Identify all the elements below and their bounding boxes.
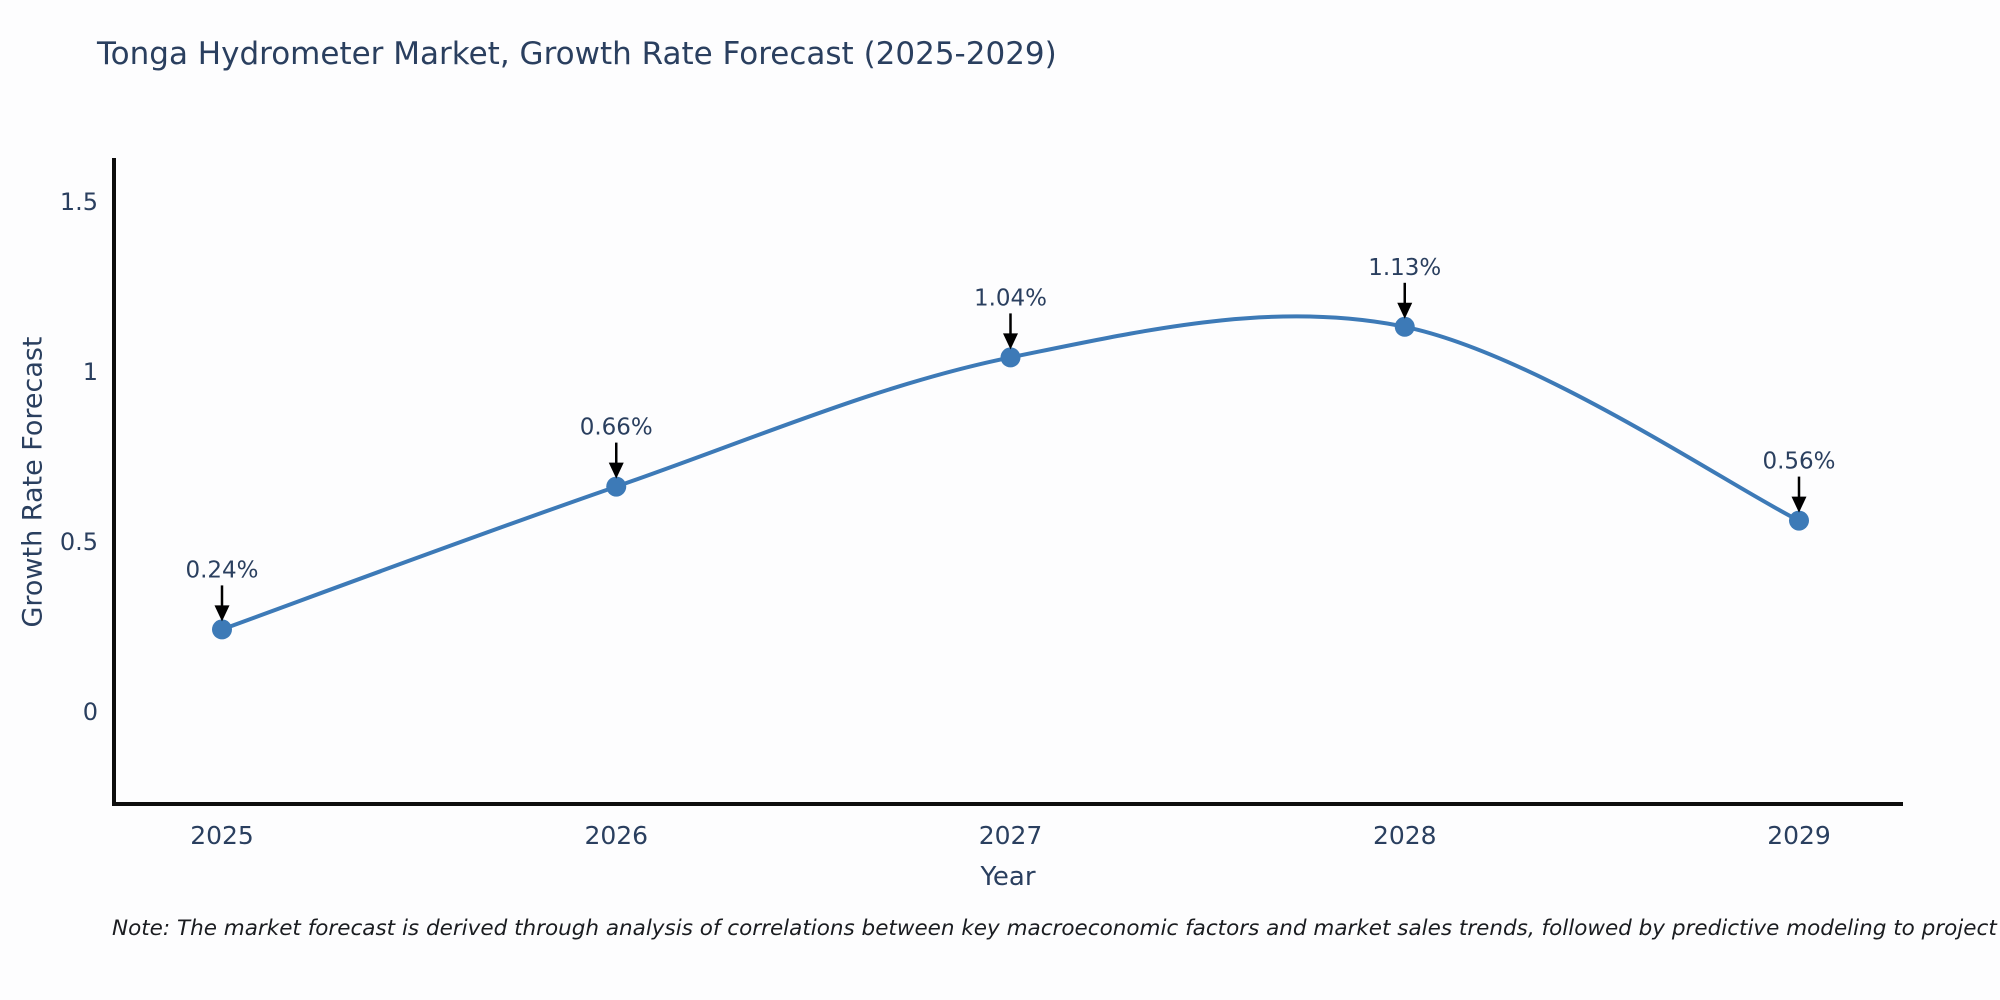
y-tick-label: 1.5 [60,188,98,216]
x-tick-label: 2025 [190,821,254,850]
x-axis-title: Year [980,862,1036,892]
annotation-arrow-head [1397,302,1413,319]
data-point-marker[interactable] [606,476,627,497]
x-tick-label: 2029 [1767,821,1831,850]
axis-spines [112,158,1903,806]
y-tick-label: 0.5 [60,528,98,556]
data-point-label: 0.24% [185,557,258,583]
footnote: Note: The market forecast is derived thr… [112,916,2000,941]
data-point-marker[interactable] [1394,316,1415,337]
data-point-marker[interactable] [212,619,232,640]
data-point-label: 1.13% [1368,255,1441,281]
y-tick-label: 0 [83,698,98,726]
data-point-marker[interactable] [1789,510,1809,531]
y-tick-label: 1 [83,358,98,386]
annotation-arrow-head [608,462,624,479]
data-point-label: 0.66% [580,415,653,441]
data-point-label: 1.04% [974,285,1047,311]
x-tick-label: 2026 [584,821,648,850]
x-tick-label: 2027 [979,821,1043,850]
annotation-arrow-head [1003,333,1018,350]
annotation-arrow-head [214,605,230,622]
data-point-label: 0.56% [1762,449,1835,475]
x-tick-label: 2028 [1373,821,1437,850]
chart-title: Tonga Hydrometer Market, Growth Rate For… [97,36,1057,72]
data-point-marker[interactable] [1000,347,1021,368]
annotation-arrow-head [1791,496,1807,513]
